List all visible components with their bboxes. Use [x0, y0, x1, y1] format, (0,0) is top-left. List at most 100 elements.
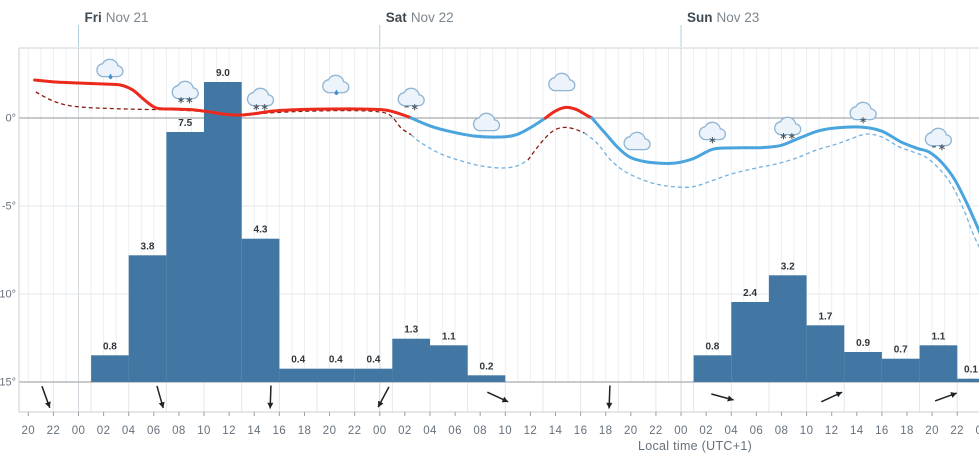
- precip-bar: [957, 378, 979, 382]
- x-tick-label: 14: [549, 425, 563, 437]
- precip-value-label: 1.3: [404, 325, 418, 336]
- x-tick-label: 12: [524, 425, 538, 437]
- wind-arrow: [487, 391, 509, 403]
- temperature-line: [33, 78, 979, 235]
- cloud-shape: [548, 72, 576, 92]
- precip-bar: [881, 358, 920, 382]
- wind-arrow-head: [835, 391, 843, 398]
- cloud-sleet-icon: [397, 87, 425, 111]
- y-tick-label: 0°: [5, 113, 16, 125]
- precip-bar: [430, 345, 468, 382]
- x-tick-label: 12: [825, 425, 839, 437]
- x-axis: 20 22 00 02 04 06 08 10 12 14 16 18 20 22 00 02 04 06 08 10…: [22, 412, 979, 437]
- snowflake-mark: [178, 98, 184, 103]
- snowflake-mark: [938, 145, 945, 150]
- precip-bar: [693, 355, 732, 382]
- precip-bar: [91, 355, 129, 382]
- x-axis-title: Local time (UTC+1): [637, 439, 753, 453]
- wind-arrow-head: [45, 401, 51, 408]
- precip-value-label: 0.9: [856, 338, 870, 349]
- x-tick-label: 16: [574, 425, 588, 437]
- precip-bar: [166, 132, 205, 382]
- precip-value-label: 0.4: [367, 355, 381, 366]
- precip-bar: [844, 352, 882, 382]
- x-tick-label: 10: [499, 425, 513, 437]
- x-tick-label: 10: [800, 425, 814, 437]
- wind-arrow: [267, 385, 274, 409]
- x-tick-label: 02: [97, 425, 111, 437]
- cloud-shape: [698, 121, 727, 141]
- x-tick-label: 08: [775, 425, 789, 437]
- precip-value-label: 0.4: [329, 355, 343, 366]
- x-tick-label: 16: [273, 425, 287, 437]
- precip-value-label: 0.8: [103, 341, 117, 352]
- precip-value-label: 9.0: [216, 68, 230, 79]
- wind-arrow-head: [501, 396, 509, 403]
- precip-value-label: 0.8: [705, 341, 719, 352]
- snowflake-mark: [186, 98, 193, 103]
- precip-value-label: 0.7: [894, 345, 908, 356]
- x-tick-label: 14: [850, 425, 864, 437]
- x-tick-label: 00: [373, 425, 387, 437]
- wind-arrow-head: [158, 401, 165, 409]
- cloud-shape: [623, 131, 651, 151]
- cloud-shape: [849, 101, 877, 121]
- day-label: Fri Nov 21: [85, 10, 149, 25]
- precip-bar: [241, 238, 280, 382]
- x-tick-label: 04: [122, 425, 136, 437]
- precip-bar: [768, 275, 807, 382]
- cloud-shape: [397, 87, 425, 107]
- precip-bar: [392, 338, 430, 382]
- wind-arrow-head: [727, 395, 734, 402]
- x-tick-label: 08: [172, 425, 186, 437]
- x-tick-label: 06: [147, 425, 161, 437]
- dewpoint-segment: [410, 134, 529, 169]
- x-tick-label: 22: [348, 425, 362, 437]
- cloud-shape: [171, 80, 199, 100]
- wind-arrow: [606, 385, 613, 409]
- cloud-icon: [623, 131, 651, 151]
- precip-value-label: 7.5: [178, 118, 192, 129]
- wind-arrows: [41, 385, 957, 409]
- wind-arrow-head: [606, 402, 613, 409]
- precip-value-label: 1.1: [931, 331, 945, 342]
- cloud-shape: [472, 112, 501, 132]
- weather-icons: [96, 58, 953, 151]
- precip-bar: [204, 82, 242, 382]
- precip-value-label: 1.1: [442, 331, 456, 342]
- y-tick-label: -10°: [0, 289, 16, 301]
- wind-arrow: [934, 392, 957, 402]
- cloud-snow-icon: [774, 116, 802, 140]
- cloud-shape: [774, 116, 802, 136]
- wind-arrow: [711, 393, 734, 402]
- cloud-shape: [96, 58, 124, 78]
- temperature-segment: [544, 105, 594, 120]
- x-tick-label: 22: [47, 425, 61, 437]
- cloud-sleet-icon: [924, 127, 953, 151]
- x-tick-label: 18: [298, 425, 312, 437]
- dewpoint-segment: [584, 132, 979, 248]
- cloud-shape: [322, 74, 350, 94]
- x-tick-label: 16: [875, 425, 889, 437]
- wind-arrow-head: [378, 400, 384, 408]
- precip-value-label: 0.2: [480, 361, 494, 372]
- precip-bar: [919, 345, 958, 382]
- precip-value-label: 3.8: [141, 241, 155, 252]
- cloud-rain-icon: [322, 74, 350, 95]
- cloud-shape: [924, 127, 953, 147]
- wind-arrow: [156, 385, 165, 409]
- x-tick-label: 22: [649, 425, 663, 437]
- x-tick-label: 02: [699, 425, 713, 437]
- x-tick-label: 06: [448, 425, 462, 437]
- wind-arrow: [377, 386, 390, 408]
- temperature-segment: [590, 116, 979, 235]
- x-tick-label: 00: [72, 425, 86, 437]
- x-tick-label: 20: [925, 425, 939, 437]
- raindrop-mark: [108, 73, 113, 79]
- precip-bar: [731, 302, 769, 382]
- dewpoint-segment: [527, 126, 585, 161]
- snowflake-mark: [709, 138, 716, 143]
- snowflake-mark: [860, 118, 867, 123]
